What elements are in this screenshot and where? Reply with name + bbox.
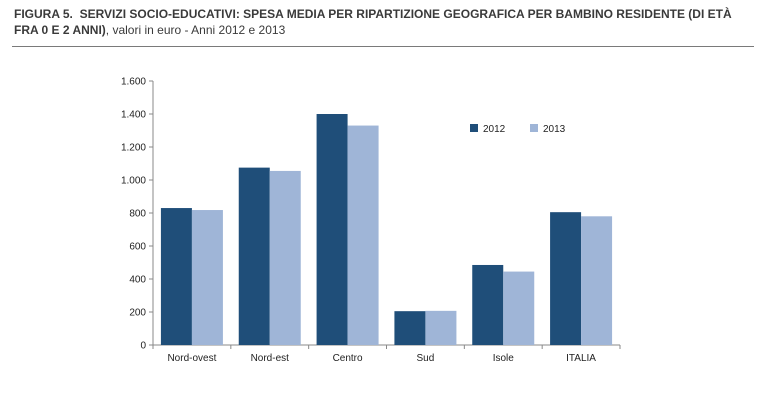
legend-label-2013: 2013 <box>543 124 566 135</box>
y-tick-label: 200 <box>129 308 146 319</box>
legend-label-2012: 2012 <box>483 124 506 135</box>
y-tick-label: 600 <box>129 242 146 253</box>
chart-axes <box>149 80 621 349</box>
legend-swatch-2013 <box>530 124 538 132</box>
y-tick-label: 1.000 <box>121 176 146 187</box>
y-tick-label: 400 <box>129 275 146 286</box>
figure-number: FIGURA 5. <box>14 7 73 21</box>
chart-labels: 0 200 400 600 800 1.000 1.200 1.400 1.600 Nord-ov… <box>121 77 596 365</box>
x-tick-label: Nord-ovest <box>167 353 216 364</box>
figure-caption: FIGURA 5. SERVIZI SOCIO-EDUCATIVI: SPESA… <box>14 6 754 38</box>
x-tick-label: Sud <box>417 353 435 364</box>
bar-2013-sud <box>425 310 457 345</box>
bar-2013-isole <box>503 271 535 345</box>
chart-bars <box>160 114 613 345</box>
x-tick-label: Nord-est <box>251 353 290 364</box>
bar-2013-italia <box>581 216 613 345</box>
x-tick-label: Isole <box>493 353 515 364</box>
bar-2013-centro <box>347 125 379 345</box>
y-tick-label: 0 <box>140 341 146 352</box>
bar-2012-isole <box>472 264 504 345</box>
y-tick-label: 800 <box>129 209 146 220</box>
bar-2013-nord-ovest <box>191 210 223 345</box>
figure-subtitle: , valori in euro - Anni 2012 e 2013 <box>105 23 286 37</box>
x-tick-label: ITALIA <box>566 353 596 364</box>
bar-2013-nord-est <box>269 170 301 345</box>
bar-2012-sud <box>394 311 426 345</box>
y-tick-label: 1.200 <box>121 143 146 154</box>
bar-2012-italia <box>550 212 582 345</box>
caption-divider <box>12 46 754 47</box>
legend-swatch-2012 <box>470 124 478 132</box>
bar-2012-centro <box>316 114 348 345</box>
figure-title: SERVIZI SOCIO-EDUCATIVI: SPESA MEDIA PER… <box>14 7 732 37</box>
bar-2012-nord-est <box>238 167 270 345</box>
bar-2012-nord-ovest <box>160 208 192 345</box>
y-tick-label: 1.600 <box>121 77 146 88</box>
x-tick-label: Centro <box>333 353 363 364</box>
y-tick-label: 1.400 <box>121 110 146 121</box>
chart-legend: 2012 2013 <box>470 124 566 135</box>
